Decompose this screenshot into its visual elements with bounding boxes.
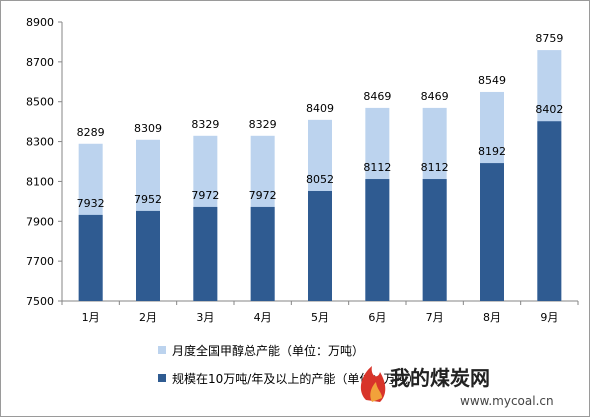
x-tick-label: 7月 <box>426 311 444 324</box>
x-tick-label: 1月 <box>82 311 100 324</box>
y-tick-label: 8100 <box>26 175 54 188</box>
bar-large-scale-capacity <box>193 206 218 301</box>
x-tick-label: 8月 <box>483 311 501 324</box>
x-tick-label: 9月 <box>540 311 558 324</box>
x-tick-label: 3月 <box>196 311 214 324</box>
x-tick-label: 5月 <box>311 311 329 324</box>
bar-large-scale-capacity <box>480 163 504 301</box>
x-tick-label: 6月 <box>368 311 386 324</box>
data-label-large-scale: 7932 <box>77 197 105 210</box>
legend-item-large-scale-swatch <box>158 374 166 382</box>
data-label-total: 8759 <box>535 32 563 45</box>
legend-item-total-swatch <box>158 346 166 354</box>
y-tick-label: 7500 <box>26 295 54 308</box>
data-label-total: 8329 <box>249 118 277 131</box>
bar-large-scale-capacity <box>537 121 562 301</box>
data-label-large-scale: 8402 <box>535 103 563 116</box>
y-tick-label: 8700 <box>26 56 54 69</box>
legend-item-large-scale-label: 规模在10万吨/年及以上的产能（单位：万吨） <box>172 371 419 386</box>
bar-large-scale-capacity <box>365 179 390 301</box>
watermark-brand: 我的煤炭网 <box>390 366 490 390</box>
y-tick-label: 8300 <box>26 136 54 149</box>
y-tick-label: 7700 <box>26 255 54 268</box>
data-label-total: 8409 <box>306 102 334 115</box>
data-label-large-scale: 7972 <box>191 189 219 202</box>
data-label-total: 8469 <box>421 90 449 103</box>
data-label-large-scale: 8112 <box>421 161 449 174</box>
bar-large-scale-capacity <box>250 206 275 301</box>
bar-large-scale-capacity <box>308 190 332 301</box>
data-label-large-scale: 7972 <box>249 189 277 202</box>
data-label-total: 8469 <box>363 90 391 103</box>
legend: 月度全国甲醇总产能（单位：万吨） 规模在10万吨/年及以上的产能（单位：万吨） <box>158 343 419 386</box>
data-label-total: 8329 <box>191 118 219 131</box>
watermark: 我的煤炭网 www.mycoal.cn <box>360 366 554 408</box>
data-labels: 8289 7932 8309 7952 8329 7972 8329 7972 8409 8052… <box>77 32 564 210</box>
data-label-total: 8289 <box>77 126 105 139</box>
legend-item-total-label: 月度全国甲醇总产能（单位：万吨） <box>172 343 364 358</box>
bar-large-scale-capacity <box>136 210 160 301</box>
bar-large-scale-capacity <box>422 179 447 301</box>
y-tick-label: 8900 <box>26 16 54 29</box>
data-label-large-scale: 8052 <box>306 173 334 186</box>
data-label-total: 8309 <box>134 122 162 135</box>
data-label-large-scale: 7952 <box>134 193 162 206</box>
y-tick-label: 8500 <box>26 96 54 109</box>
watermark-url: www.mycoal.cn <box>460 394 554 408</box>
bar-large-scale-capacity <box>78 214 103 301</box>
data-label-total: 8549 <box>478 74 506 87</box>
data-label-large-scale: 8192 <box>478 145 506 158</box>
x-tick-label: 2月 <box>139 311 157 324</box>
x-tick-label: 4月 <box>254 311 272 324</box>
flame-logo-icon <box>360 366 386 402</box>
bars <box>78 50 562 302</box>
data-label-large-scale: 8112 <box>363 161 391 174</box>
y-tick-label: 7900 <box>26 215 54 228</box>
